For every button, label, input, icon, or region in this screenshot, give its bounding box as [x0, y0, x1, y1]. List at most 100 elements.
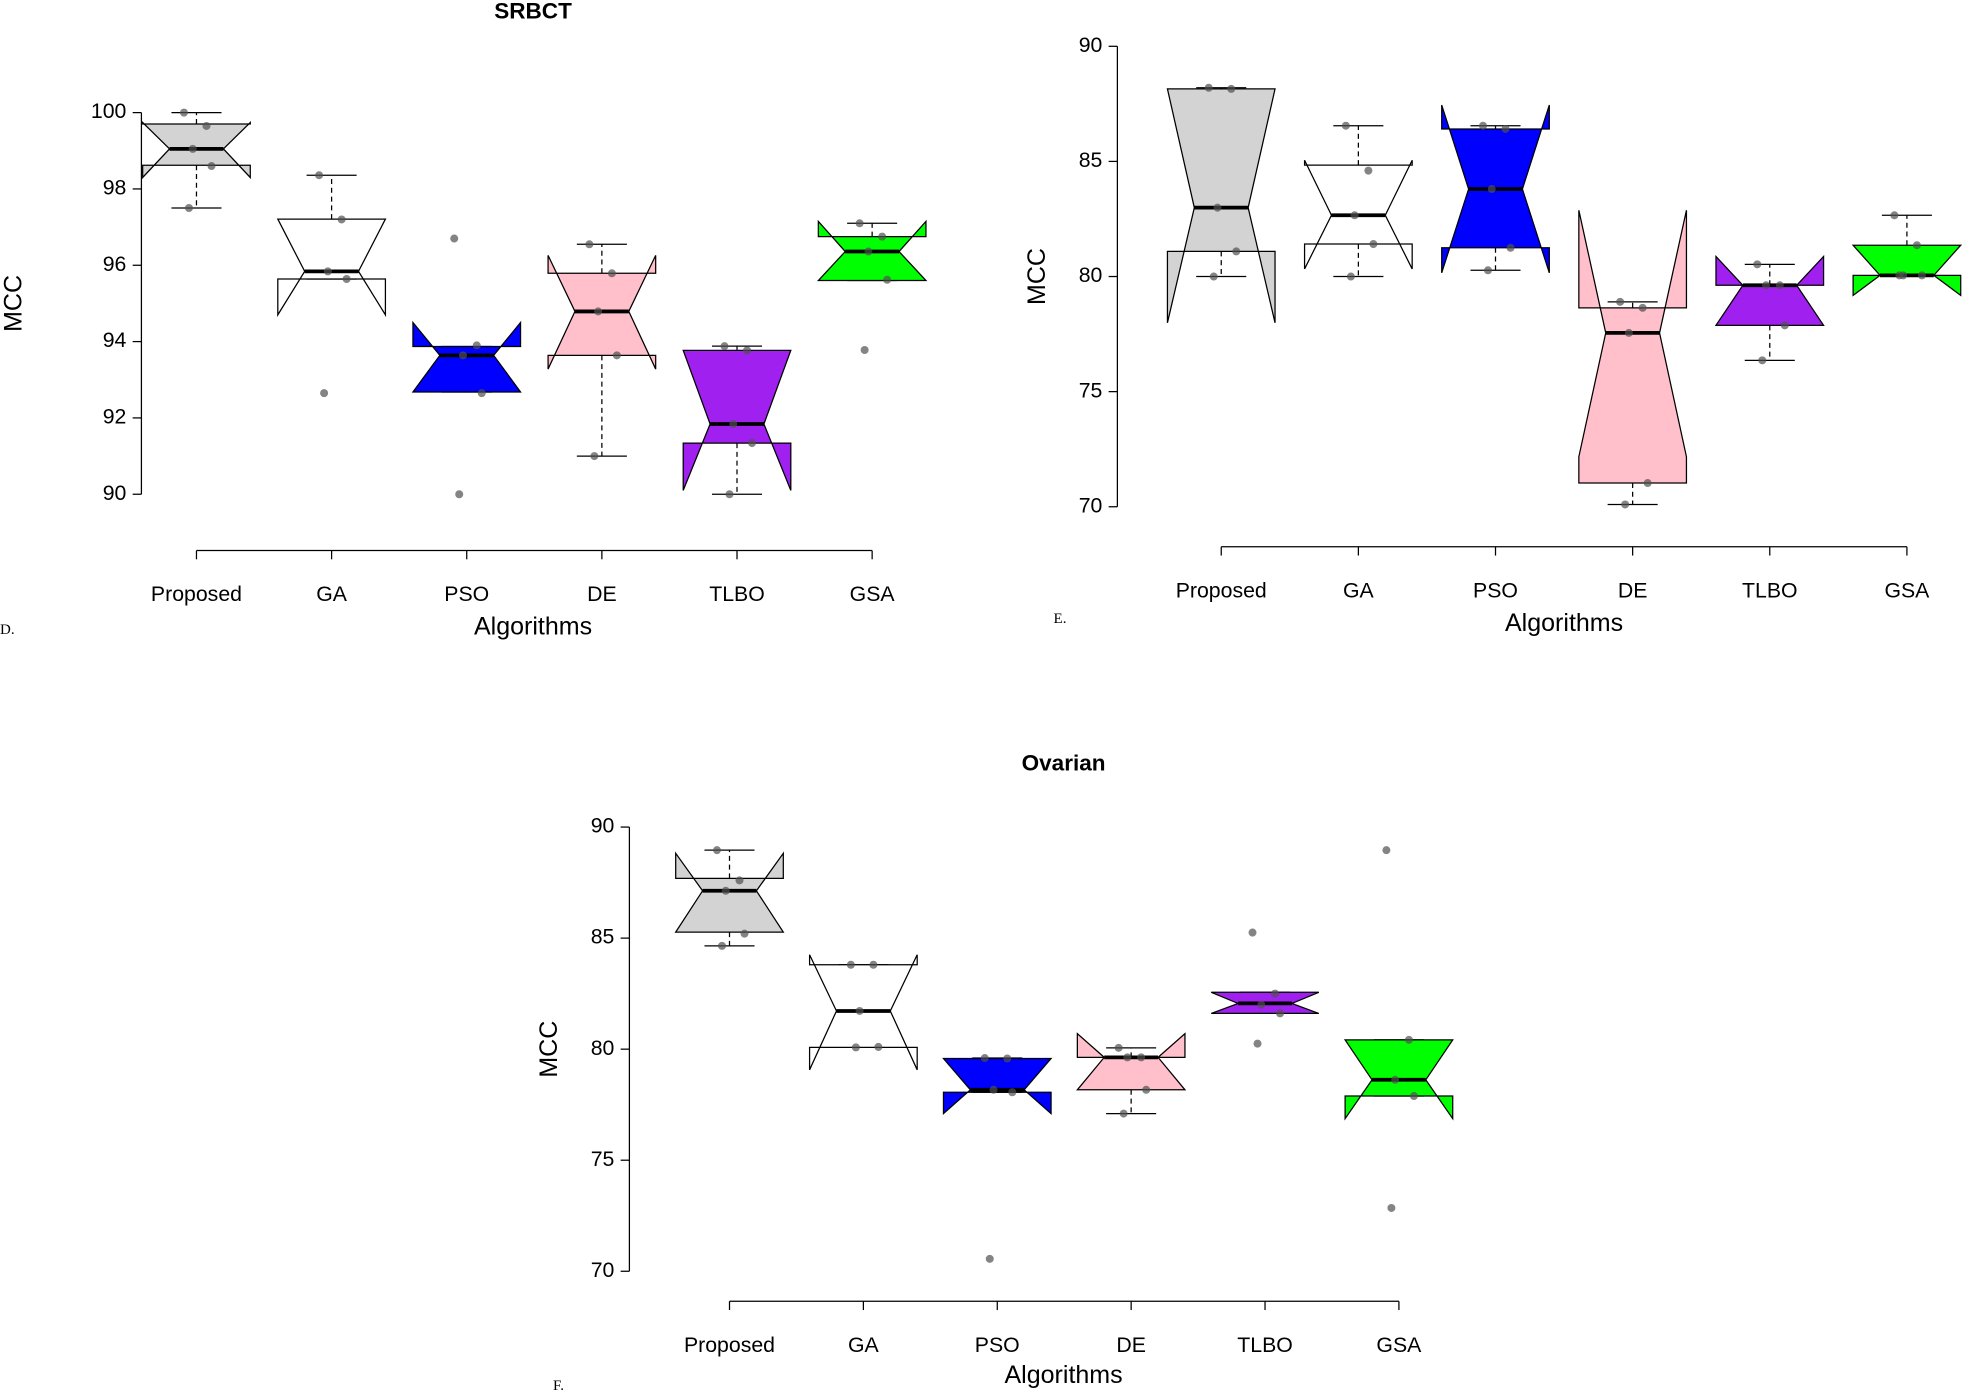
y-tick-label: 85 [1079, 148, 1103, 172]
data-point [1341, 121, 1350, 130]
y-tick-label: 90 [103, 481, 127, 505]
data-point [184, 204, 193, 213]
data-point [735, 876, 744, 885]
data-point [1137, 1053, 1146, 1062]
y-tick-label: 96 [103, 252, 127, 276]
x-tick-label: PSO [444, 582, 489, 606]
data-point [712, 846, 721, 855]
y-tick-label: 80 [1079, 263, 1103, 287]
data-point [1387, 1203, 1396, 1212]
data-point [1119, 1109, 1128, 1118]
panel-label: F. [553, 1378, 564, 1392]
data-point [1758, 356, 1767, 365]
data-point [1643, 479, 1652, 488]
x-tick-label: Proposed [1176, 578, 1267, 602]
data-point [721, 886, 730, 895]
data-point [851, 1043, 860, 1052]
data-point [1506, 243, 1515, 252]
data-point [1382, 846, 1391, 855]
data-point [1409, 1092, 1418, 1101]
data-point [1391, 1075, 1400, 1084]
box [276, 218, 387, 318]
data-point [989, 1085, 998, 1094]
data-point [458, 351, 467, 360]
x-tick-label: DE [1116, 1333, 1146, 1357]
box [411, 320, 522, 393]
data-point [590, 452, 599, 461]
box [1851, 244, 1962, 297]
data-point [1213, 203, 1222, 212]
data-point [207, 162, 216, 171]
x-tick-label: DE [587, 582, 617, 606]
data-point [612, 351, 621, 360]
chart-title: SRBCT [494, 0, 572, 23]
data-point [729, 420, 738, 429]
data-point [720, 342, 729, 351]
data-point [342, 274, 351, 284]
y-tick-label: 90 [1079, 33, 1103, 57]
x-tick-label: TLBO [1237, 1333, 1293, 1357]
x-axis-label: Algorithms [1004, 1361, 1122, 1389]
data-point [1248, 928, 1257, 937]
y-tick-label: 80 [591, 1036, 615, 1060]
data-point [315, 171, 324, 180]
y-tick-label: 92 [103, 405, 127, 429]
data-point [1478, 121, 1487, 130]
data-point [472, 341, 481, 350]
data-point [1364, 166, 1373, 175]
data-point [717, 941, 726, 950]
data-point [743, 346, 752, 355]
x-tick-label: PSO [975, 1333, 1020, 1357]
data-point [1501, 124, 1510, 133]
data-point [323, 267, 332, 276]
x-tick-label: TLBO [709, 582, 765, 606]
box [674, 851, 785, 933]
data-point [1257, 1000, 1266, 1009]
x-tick-label: GSA [1884, 578, 1930, 602]
data-point [1616, 297, 1625, 306]
y-axis-label: MCC [1023, 248, 1051, 305]
x-axis-label: Algorithms [474, 613, 592, 641]
data-point [1350, 211, 1359, 220]
data-point [1895, 271, 1904, 280]
x-tick-label: GA [848, 1333, 880, 1357]
y-axis-label: MCC [0, 275, 28, 332]
x-tick-label: TLBO [1742, 578, 1798, 602]
data-point [1404, 1035, 1413, 1044]
data-point [1753, 260, 1762, 269]
x-tick-label: GA [1343, 578, 1375, 602]
y-tick-label: 75 [591, 1147, 615, 1171]
data-point [1114, 1043, 1123, 1052]
x-axis-label: Algorithms [1505, 609, 1623, 637]
x-tick-label: GA [316, 582, 348, 606]
data-point [874, 1042, 883, 1051]
chart-title: Ovarian [1022, 750, 1106, 775]
y-axis-label: MCC [535, 1021, 563, 1078]
data-point [1890, 211, 1899, 220]
data-point [188, 144, 197, 153]
x-tick-label: DE [1618, 578, 1648, 602]
data-point [1638, 303, 1647, 312]
data-point [748, 439, 757, 448]
data-point [878, 232, 887, 241]
data-point [594, 307, 603, 316]
data-point [1227, 84, 1236, 93]
data-point [864, 247, 873, 256]
data-point [1003, 1054, 1012, 1063]
data-point [1142, 1085, 1151, 1094]
box [1076, 1032, 1187, 1091]
box [682, 349, 792, 491]
data-point [179, 108, 188, 117]
data-point [1204, 83, 1213, 92]
x-tick-label: GSA [850, 582, 896, 606]
data-point [1775, 281, 1784, 290]
y-tick-label: 70 [591, 1258, 615, 1282]
data-point [1762, 281, 1771, 290]
data-point [1276, 1009, 1285, 1018]
data-point [1487, 185, 1496, 194]
data-point [202, 121, 211, 130]
data-point [869, 960, 878, 969]
data-point [455, 490, 464, 499]
data-point [450, 234, 459, 243]
